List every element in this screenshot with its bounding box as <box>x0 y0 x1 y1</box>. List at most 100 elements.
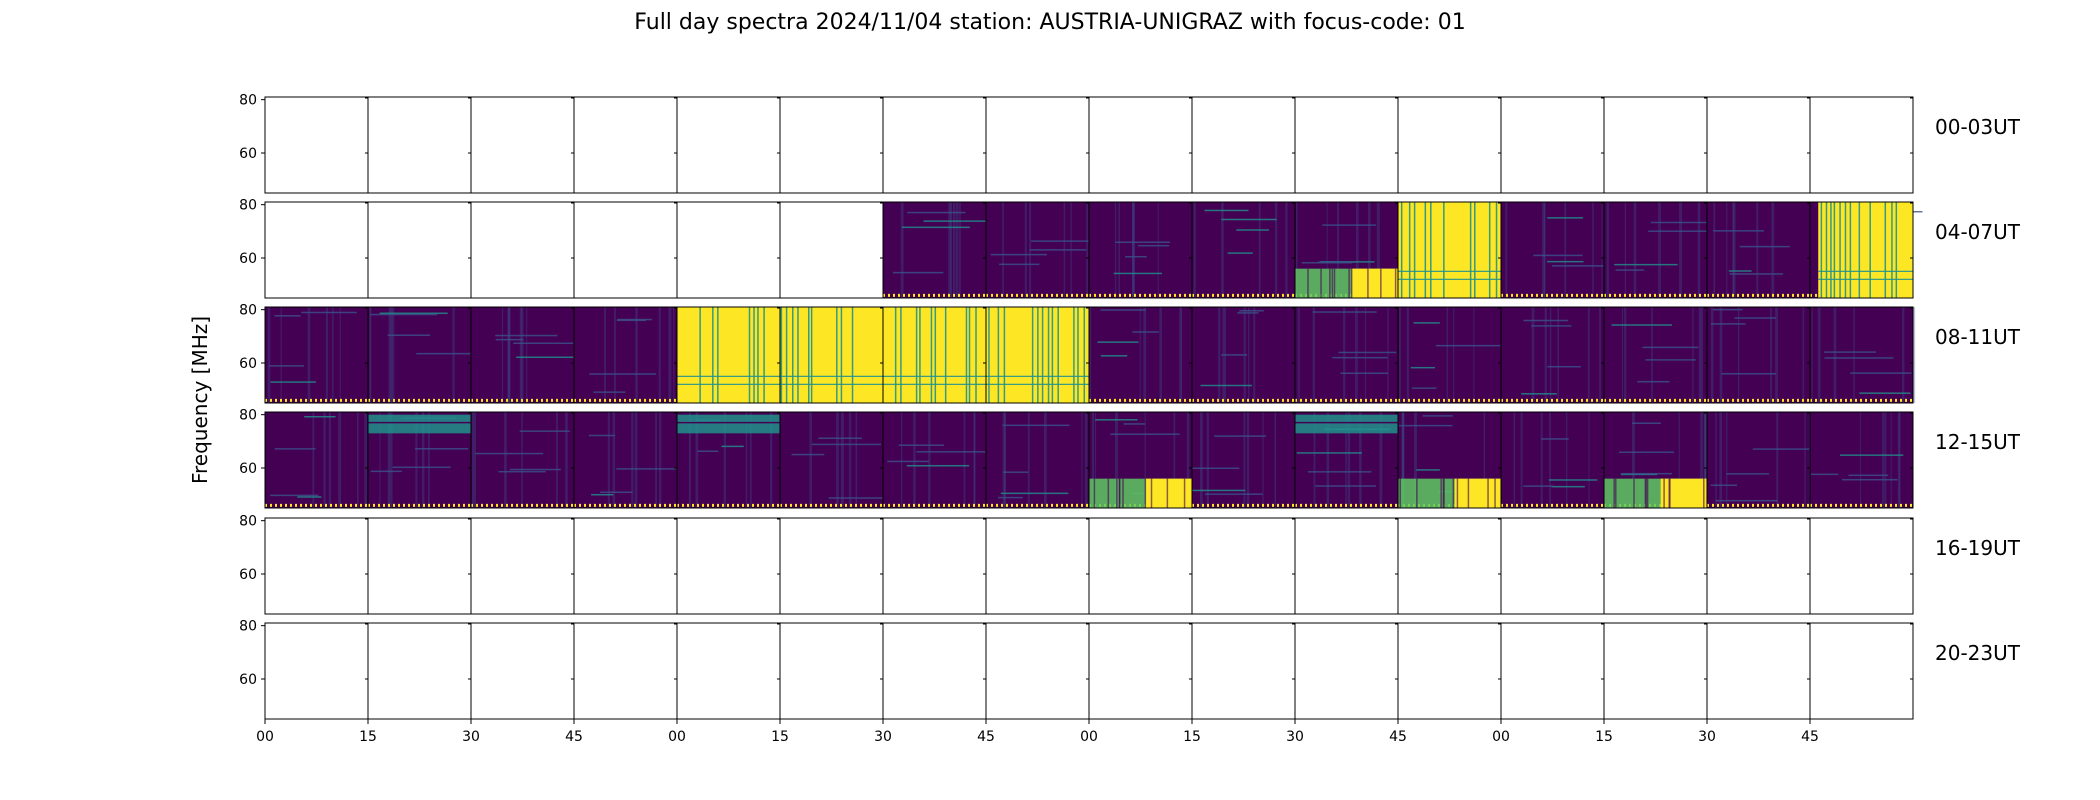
spectrum-panel <box>264 96 369 194</box>
x-tick-label: 00 <box>1492 729 1510 745</box>
y-tick-label: 60 <box>239 356 257 372</box>
spectrum-panel <box>1191 201 1297 299</box>
spectrum-panel <box>1809 96 1914 194</box>
spectrum-panel <box>1809 517 1914 615</box>
spectrum-panel <box>676 411 781 509</box>
spectrum-panel <box>779 622 884 720</box>
row-label: 16-19UT <box>1935 536 2021 560</box>
spectrum-panel <box>882 96 987 194</box>
y-tick-label: 80 <box>239 408 257 424</box>
row-label: 12-15UT <box>1935 430 2021 454</box>
spectrum-panel <box>1809 306 1916 404</box>
row-label: 08-11UT <box>1935 325 2021 349</box>
spectrum-panel <box>1706 96 1811 194</box>
x-tick-label: 15 <box>359 729 377 745</box>
spectrum-panel <box>676 622 781 720</box>
spectrum-panel <box>882 517 987 615</box>
x-tick-label: 45 <box>565 729 583 745</box>
spectrum-panel <box>1603 306 1708 404</box>
spectrum-panel <box>1397 517 1502 615</box>
x-tick-label: 15 <box>1595 729 1613 745</box>
spectrum-panel <box>573 517 678 615</box>
spectrum-panel <box>985 517 1090 615</box>
spectrum-panel <box>470 517 575 615</box>
spectra-row-08-11UT: 60 80 08-11UT <box>239 303 2021 404</box>
x-axis: 00 15 30 45 00 15 30 45 00 15 30 45 00 15 30 45 <box>256 719 1819 745</box>
spectrum-panel <box>1294 411 1399 509</box>
x-tick-label: 30 <box>1698 729 1716 745</box>
spectrum-panel <box>1088 411 1193 509</box>
y-tick-label: 60 <box>239 461 257 477</box>
y-tick-label: 80 <box>239 514 257 530</box>
spectrum-panel <box>779 306 884 404</box>
spectrum-panel <box>882 306 990 404</box>
spectrum-panel <box>985 306 1090 404</box>
spectrum-panel <box>1294 96 1399 194</box>
row-label: 00-03UT <box>1935 115 2021 139</box>
spectrum-panel <box>1603 517 1708 615</box>
spectrum-panel <box>1294 622 1399 720</box>
spectra-row-04-07UT: 60 80 04-07UT <box>239 198 2021 299</box>
y-tick-label: 60 <box>239 672 257 688</box>
spectrum-panel <box>779 201 884 299</box>
spectrum-panel <box>367 306 479 404</box>
spectrum-panel <box>1706 306 1811 404</box>
y-tick-label: 80 <box>239 619 257 635</box>
spectrum-panel <box>1500 411 1605 509</box>
spectrum-panel <box>367 96 472 194</box>
y-tick-label: 60 <box>239 146 257 162</box>
spectrum-panel <box>367 411 472 509</box>
spectrum-panel <box>573 201 678 299</box>
spectrum-panel <box>367 622 472 720</box>
spectrum-panel <box>1397 201 1502 299</box>
x-tick-label: 45 <box>977 729 995 745</box>
spectrum-panel <box>1809 411 1914 509</box>
spectrum-panel <box>1500 306 1605 404</box>
row-label: 04-07UT <box>1935 220 2021 244</box>
spectrum-panel <box>882 622 987 720</box>
spectrum-panel <box>1191 306 1296 404</box>
spectrum-panel <box>882 411 987 509</box>
x-tick-label: 00 <box>668 729 686 745</box>
spectrum-panel <box>264 622 369 720</box>
spectrum-panel <box>1191 96 1296 194</box>
spectrum-panel <box>1294 306 1399 404</box>
row-label: 20-23UT <box>1935 641 2021 665</box>
spectra-row-16-19UT: 60 80 16-19UT <box>239 514 2021 615</box>
spectrum-panel <box>264 517 369 615</box>
spectrum-panel <box>1294 517 1399 615</box>
y-tick-label: 80 <box>239 93 257 109</box>
spectrum-panel <box>1706 201 1811 299</box>
x-tick-label: 15 <box>771 729 789 745</box>
spectrum-panel <box>264 201 369 299</box>
spectrum-panel <box>676 201 781 299</box>
spectrum-panel <box>779 96 884 194</box>
spectrum-panel <box>1706 622 1811 720</box>
spectrum-panel <box>1088 306 1193 404</box>
spectrum-panel <box>1809 201 1923 299</box>
spectrum-panel <box>573 411 685 509</box>
x-tick-label: 30 <box>1286 729 1304 745</box>
spectrum-panel <box>985 622 1090 720</box>
spectrum-panel <box>367 201 472 299</box>
spectrum-panel <box>573 622 678 720</box>
spectrum-panel <box>1500 96 1605 194</box>
x-tick-label: 30 <box>462 729 480 745</box>
spectrum-panel <box>1603 96 1708 194</box>
x-tick-label: 15 <box>1183 729 1201 745</box>
y-tick-label: 80 <box>239 198 257 214</box>
spectrum-panel <box>470 622 575 720</box>
spectrum-panel <box>985 96 1090 194</box>
spectrum-panel <box>1088 622 1193 720</box>
spectra-row-12-15UT: 60 80 12-15UT <box>239 408 2021 509</box>
spectrum-panel <box>1397 96 1502 194</box>
spectra-row-20-23UT: 60 80 20-23UT <box>239 619 2021 720</box>
y-tick-label: 80 <box>239 303 257 319</box>
spectrum-panel <box>470 306 584 404</box>
spectrum-panel <box>264 411 369 509</box>
spectrum-panel <box>573 96 678 194</box>
spectrum-panel <box>573 306 678 404</box>
x-tick-label: 30 <box>874 729 892 745</box>
y-tick-label: 60 <box>239 567 257 583</box>
spectrum-panel <box>470 96 575 194</box>
